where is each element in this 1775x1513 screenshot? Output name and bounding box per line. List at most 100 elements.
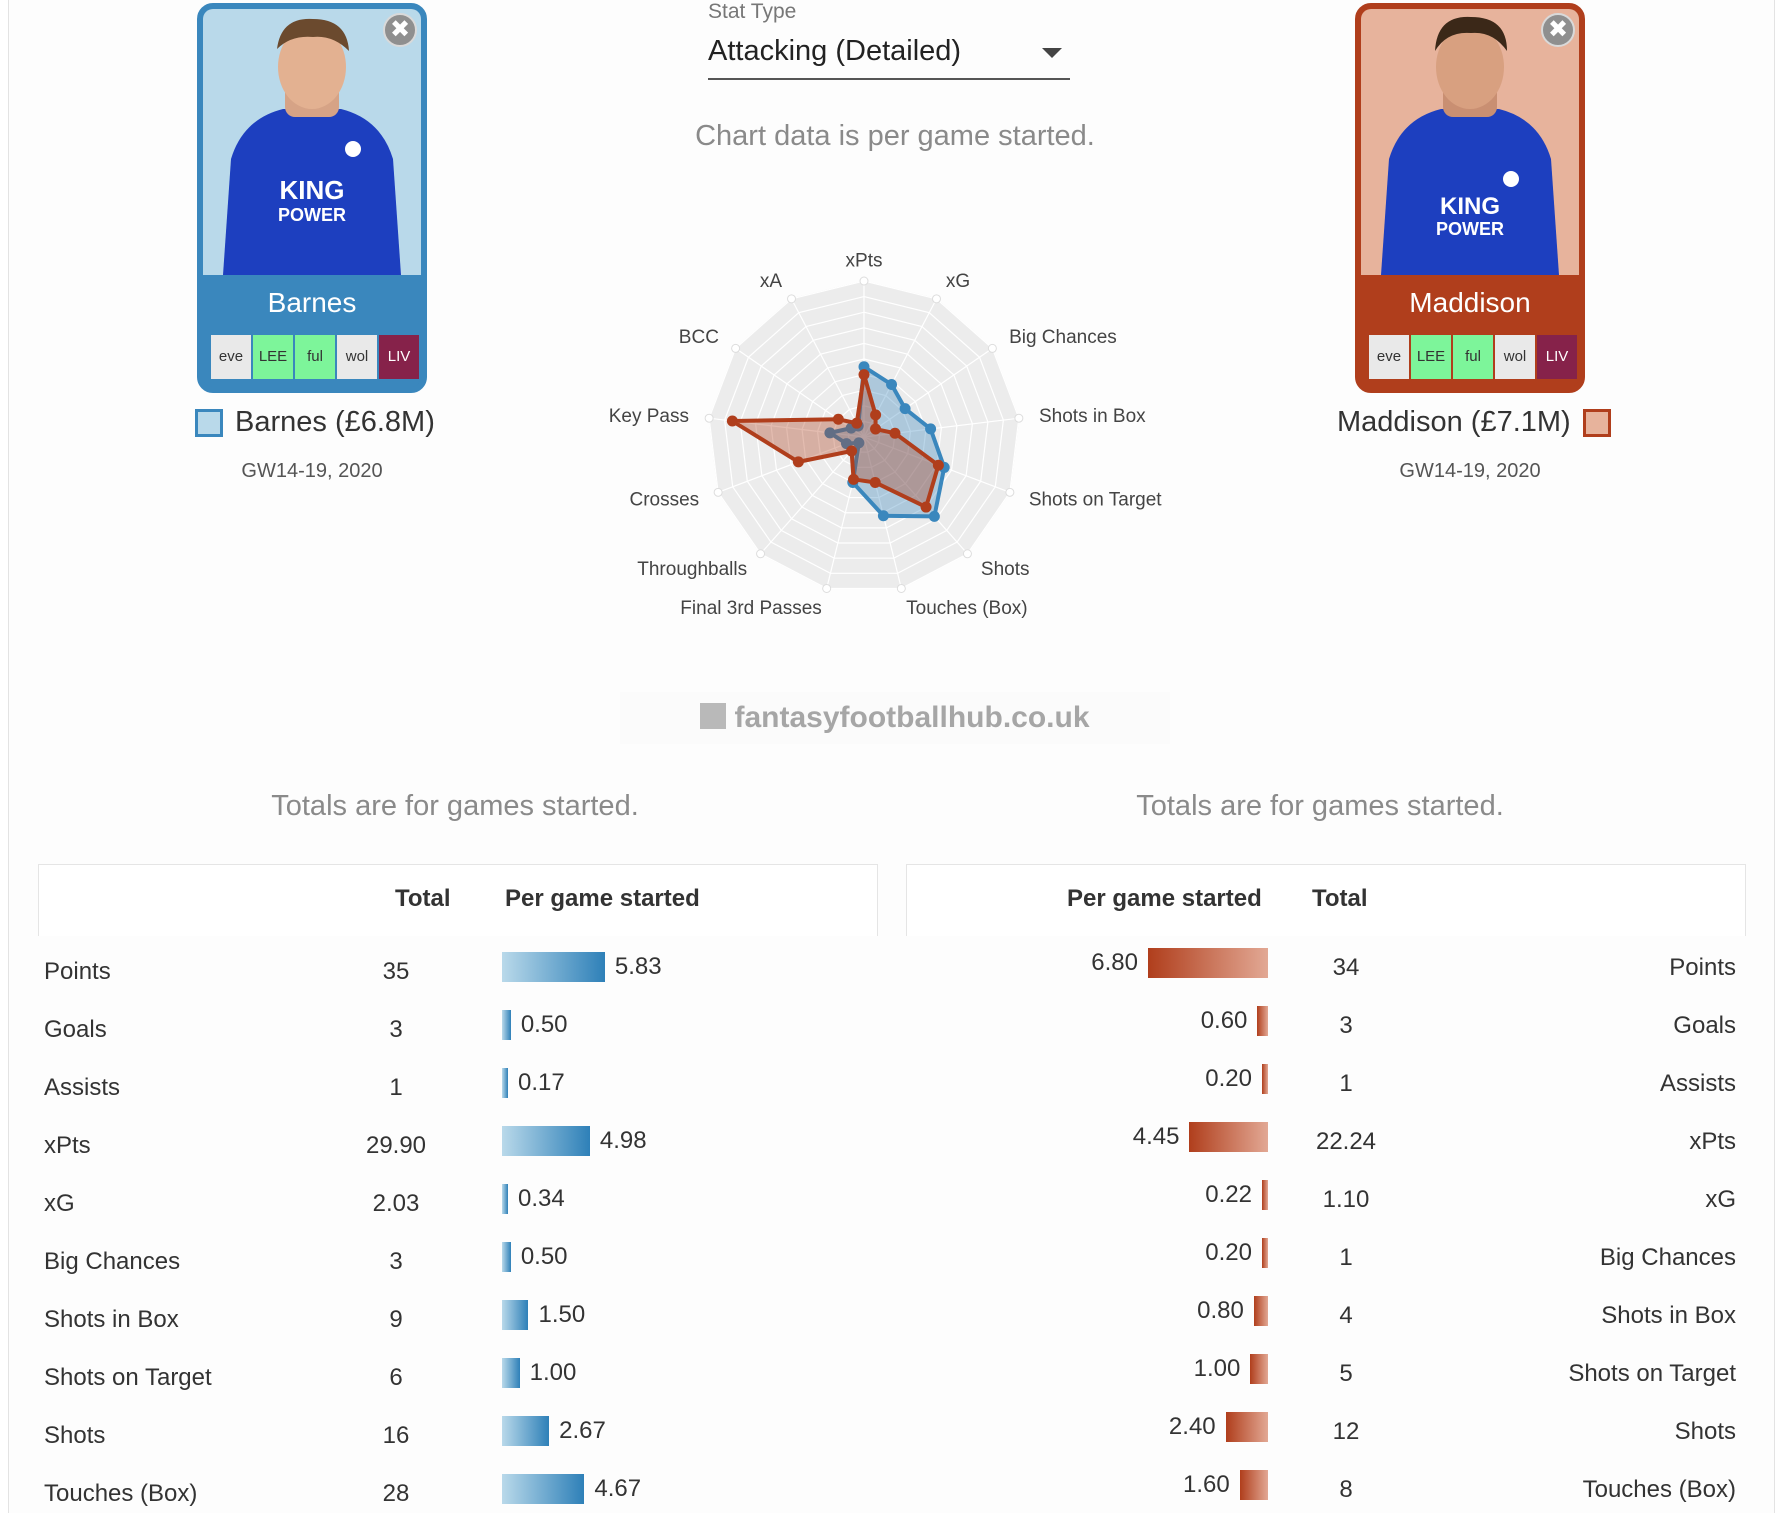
player-card-left[interactable]: KING POWER ✖ Barnes eve LEE ful wol LIV [197, 3, 427, 393]
stat-total: 1 [389, 1074, 403, 1101]
legend-swatch-left [195, 408, 223, 437]
shirt-sponsor-line2: POWER [1436, 219, 1504, 239]
radar-spoke [717, 436, 865, 493]
radar-vertex [987, 343, 997, 353]
per-game-bar [502, 1126, 590, 1156]
radar-chart: xPts xG Big Chances Shots in Box Shots on Ta… [609, 251, 1163, 619]
fixtures-left: eve LEE ful wol LIV [211, 335, 419, 379]
player-legend-right: Maddison (£7.1M) [1337, 406, 1611, 439]
stat-label: Shots [1674, 1418, 1736, 1445]
radar-grid-ring [754, 327, 974, 544]
radar-axis-label: xA [760, 271, 783, 292]
per-game-bar [502, 1242, 511, 1272]
radar-spoke [790, 298, 865, 438]
radar-grid-ring [785, 358, 943, 514]
radar-spoke [863, 436, 968, 555]
totals-note-right: Totals are for games started. [1136, 790, 1504, 822]
radar-point [792, 456, 804, 468]
stat-total: 29.90 [365, 1132, 427, 1159]
radar-point [726, 415, 738, 427]
fixture-badge: ful [1453, 335, 1493, 379]
stat-total: 1 [1339, 1070, 1353, 1097]
per-game-bar [502, 952, 605, 982]
table-header: Per game started Total [906, 864, 1746, 936]
legend-swatch-right [1582, 408, 1611, 437]
stat-total: 4 [1339, 1302, 1353, 1329]
stat-label: Shots in Box [1601, 1302, 1736, 1329]
watermark: fantasyfootballhub.co.uk [620, 692, 1170, 744]
radar-point [932, 459, 944, 471]
radar-point [824, 427, 836, 439]
table-row: Goals 3 0.50 [38, 1002, 878, 1060]
stat-total: 9 [389, 1306, 403, 1333]
watermark-text: fantasyfootballhub.co.uk [734, 701, 1090, 734]
stat-type-select[interactable]: Attacking (Detailed) [708, 30, 1070, 80]
stat-label: Big Chances [1599, 1244, 1736, 1271]
stat-label: Shots in Box [44, 1306, 179, 1333]
fixture-badge: LEE [253, 335, 293, 379]
radar-axis-label: Shots on Target [1029, 490, 1162, 511]
radar-point [889, 427, 901, 439]
radar-vertex [822, 583, 832, 593]
table-row: 4.45 22.24 xPts [906, 1114, 1746, 1172]
per-game-bar [1148, 948, 1268, 978]
table-row: Assists 1 0.17 [38, 1060, 878, 1118]
stat-label: Big Chances [44, 1248, 181, 1275]
stat-label: xPts [44, 1132, 91, 1159]
stat-per-game: 2.40 [1168, 1413, 1216, 1440]
per-game-bar [502, 1416, 550, 1446]
table-row: Touches (Box) 28 4.67 [38, 1466, 878, 1513]
table-row: Shots in Box 9 1.50 [38, 1292, 878, 1350]
stat-label: Shots on Target [44, 1364, 212, 1391]
radar-axis-label: BCC [679, 327, 719, 348]
stat-label: Goals [44, 1016, 107, 1043]
remove-player-left-button[interactable]: ✖ [383, 13, 417, 47]
fixture-badge: LIV [1537, 335, 1577, 379]
stat-total: 2.03 [372, 1190, 420, 1217]
player-legend-left: Barnes (£6.8M) [195, 406, 435, 439]
table-row: 1.60 8 Touches (Box) [906, 1462, 1746, 1513]
fixture-badge: wol [1495, 335, 1535, 379]
stat-total: 8 [1339, 1476, 1353, 1503]
remove-player-right-button[interactable]: ✖ [1541, 13, 1575, 47]
per-game-bar [502, 1184, 508, 1214]
per-game-bar [1253, 1296, 1268, 1326]
fixture-badge: eve [211, 335, 251, 379]
radar-point [858, 361, 870, 373]
radar-axis-label: Touches (Box) [906, 598, 1027, 619]
stat-label: xPts [1689, 1128, 1736, 1155]
stat-total: 28 [382, 1480, 410, 1507]
stat-total: 3 [389, 1248, 403, 1275]
fixture-badge: wol [337, 335, 377, 379]
stat-per-game: 4.98 [599, 1127, 647, 1154]
fixture-badge: ful [295, 335, 335, 379]
column-total-header: Total [395, 885, 451, 912]
radar-axis-label: Final 3rd Passes [680, 598, 822, 619]
shirt-sponsor-line1: KING [1440, 193, 1500, 220]
stat-label: Shots [44, 1422, 106, 1449]
stat-type-value: Attacking (Detailed) [708, 35, 962, 67]
stat-label: Points [44, 958, 111, 985]
totals-note-left: Totals are for games started. [271, 790, 639, 822]
stat-per-game: 0.50 [520, 1011, 568, 1038]
radar-point [848, 473, 860, 485]
stat-total: 1 [1339, 1244, 1353, 1271]
fixture-badge: LIV [379, 335, 419, 379]
radar-point [832, 413, 844, 425]
stat-total: 3 [1339, 1012, 1353, 1039]
radar-grid-ring [708, 280, 1020, 590]
radar-vertex [962, 549, 972, 559]
stat-per-game: 0.80 [1197, 1297, 1244, 1324]
table-row: 6.80 34 Points [906, 940, 1746, 998]
shirt-sponsor-line2: POWER [278, 205, 346, 225]
per-game-bar [1225, 1412, 1268, 1442]
table-row: Shots on Target 6 1.00 [38, 1350, 878, 1408]
stat-label: Touches (Box) [1582, 1476, 1736, 1503]
per-game-bar [502, 1068, 508, 1098]
per-game-bar [1239, 1470, 1268, 1500]
player-card-right[interactable]: KING POWER ✖ Maddison eve LEE ful wol LI… [1355, 3, 1585, 393]
stat-per-game: 0.50 [520, 1243, 568, 1270]
per-game-bar [502, 1010, 511, 1040]
radar-axis-label: Crosses [629, 490, 699, 511]
radar-point [925, 423, 937, 435]
